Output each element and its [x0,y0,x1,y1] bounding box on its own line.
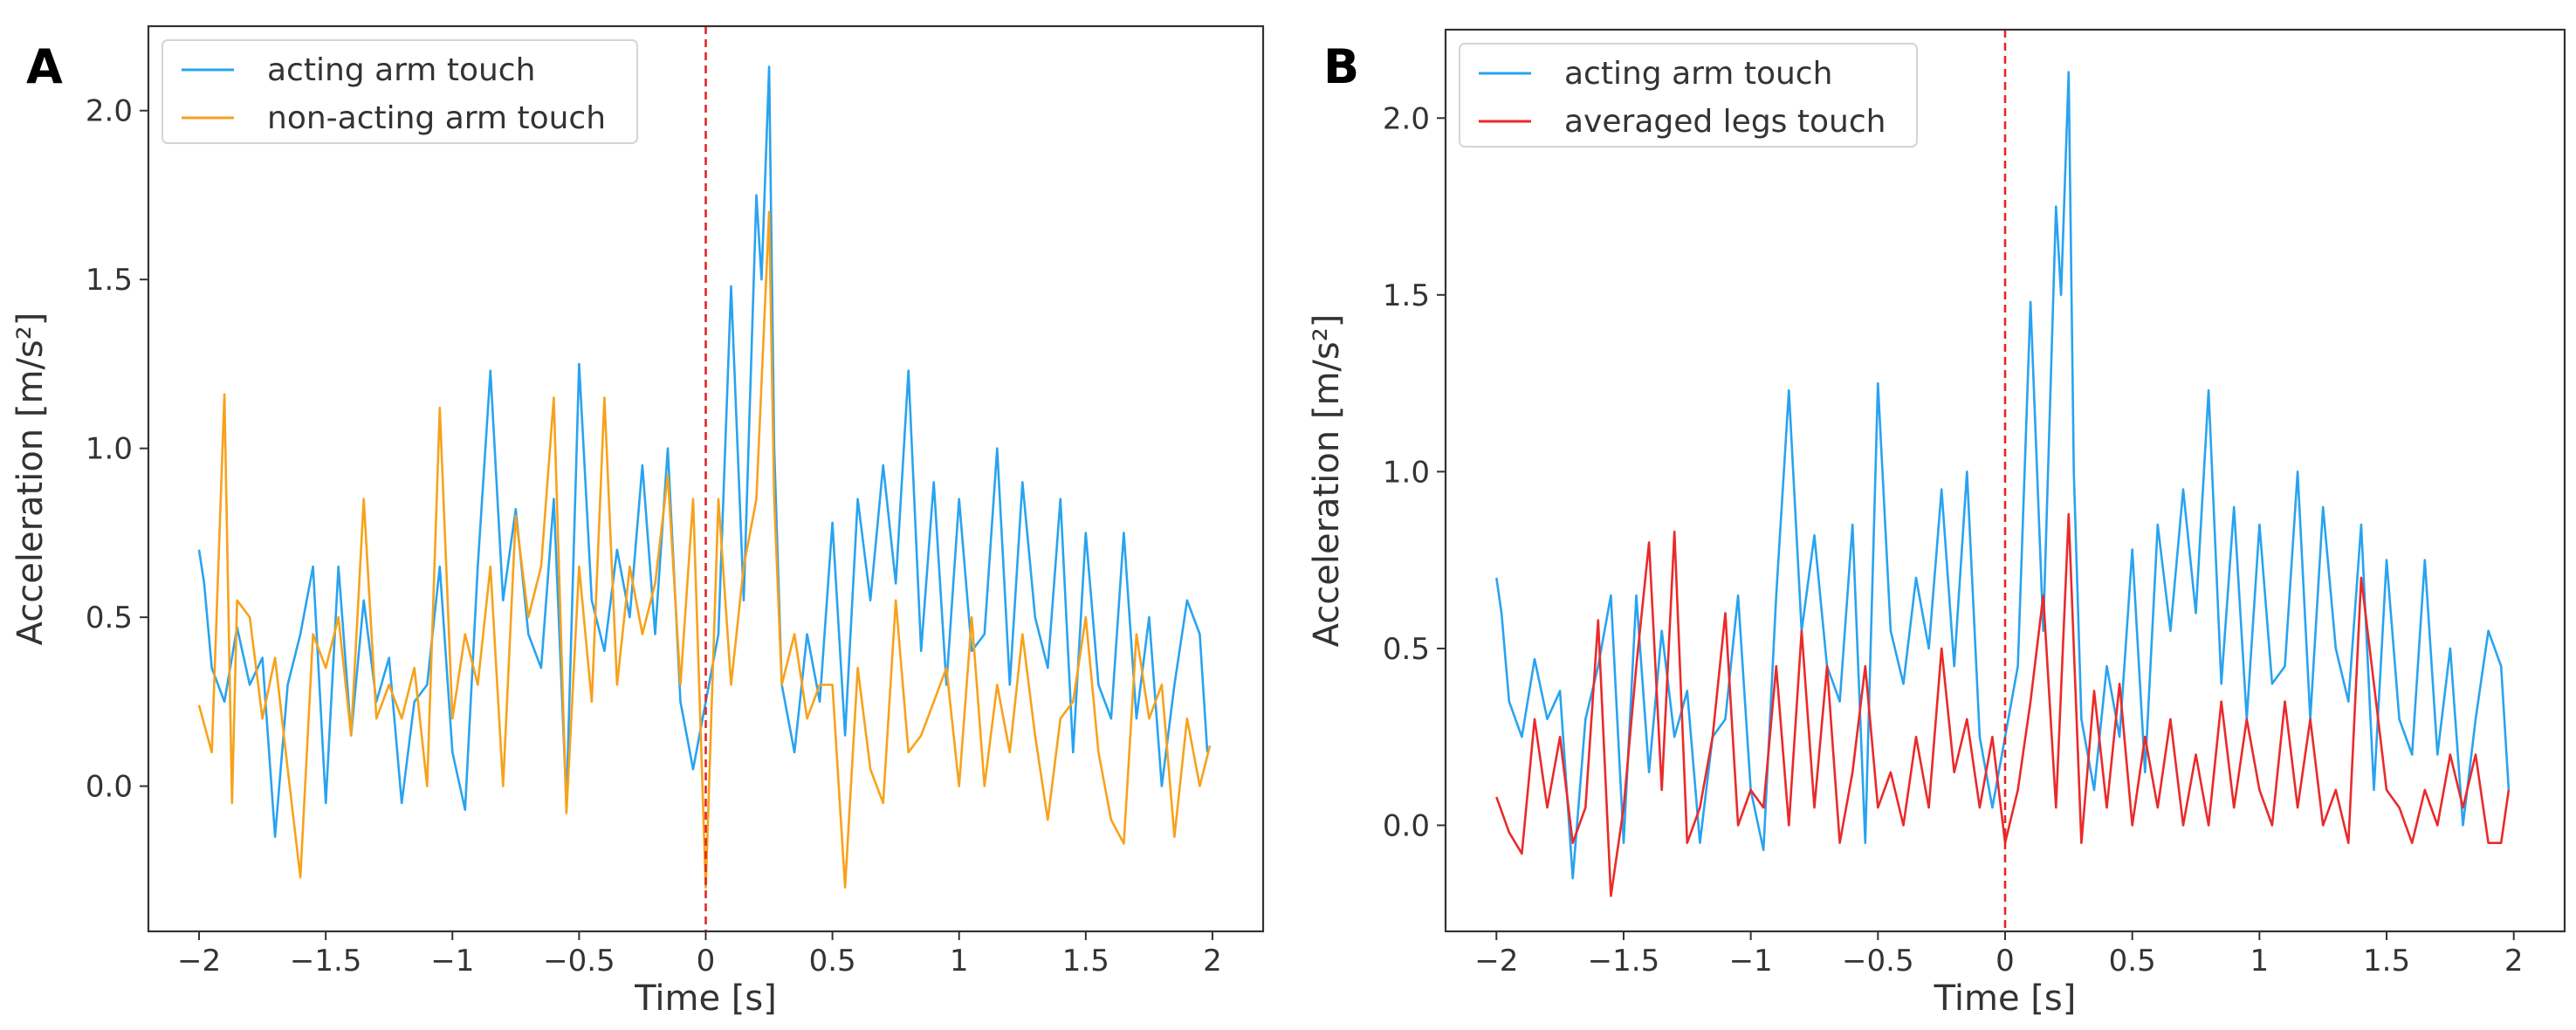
legend-box [161,39,638,144]
x-axis-label: Time [s] [1934,978,2077,1019]
x-tick-label: −1 [430,944,474,978]
x-tick-label: 2 [1203,944,1222,978]
legend-box [1459,43,1918,148]
y-tick-label: 1.0 [1383,455,1430,490]
y-tick-label: 1.5 [86,263,133,298]
y-tick-label: 0.5 [86,601,133,635]
x-tick-label: −0.5 [1842,944,1914,978]
x-tick-label: −1.5 [1588,944,1660,978]
x-tick-label: 1 [2250,944,2270,978]
x-tick-label: 0.5 [2109,944,2156,978]
y-axis-label: Acceleration [m/s²] [1307,314,1347,648]
panel-a: A −2 −1.5 −1 −0.5 0 0.5 1 1.5 2 0.0 0.5 1.0 1.5 2.0 Tim… [10,24,1265,1019]
series-line-acting-arm-touch [1495,71,2511,880]
panel-letter-b: B [1323,39,1359,94]
x-axis-label: Time [s] [634,978,777,1019]
x-tick-label: −2 [177,944,221,978]
legend-label: acting arm touch [1564,56,1832,92]
x-tick-label: −1.5 [290,944,362,978]
series-line-non-acting-arm-touch [197,210,1212,889]
y-tick-label: 0.0 [86,770,133,805]
x-tick-label: 0 [697,944,716,978]
y-tick-label: 2.0 [86,94,133,129]
x-tick-label: −1 [1729,944,1773,978]
x-tick-label: 2 [2504,944,2524,978]
x-tick-label: 1 [950,944,969,978]
plot-area [197,65,1212,889]
y-tick-label: 1.5 [1383,278,1430,313]
y-axis-label: Acceleration [m/s²] [10,312,51,646]
x-tick-label: −2 [1474,944,1518,978]
legend-label: non-acting arm touch [267,100,606,136]
panel-b: B −2 −1.5 −1 −0.5 0 0.5 1 1.5 2 0.0 0.5 1.0 1.5 2.0 Tim… [1307,28,2566,1019]
x-tick-label: 1.5 [1062,944,1109,978]
legend: acting arm touch averaged legs touch [1459,43,1918,148]
panel-letter-a: A [26,39,63,94]
plot-area [1495,71,2511,897]
y-tick-label: 0.0 [1383,808,1430,843]
x-tick-label: 0.5 [809,944,856,978]
legend-label: acting arm touch [267,52,535,88]
y-tick-label: 2.0 [1383,101,1430,136]
legend-label: averaged legs touch [1564,104,1886,140]
y-tick-label: 1.0 [86,432,133,467]
y-tick-label: 0.5 [1383,632,1430,667]
x-tick-label: 1.5 [2363,944,2410,978]
legend: acting arm touch non-acting arm touch [161,39,638,144]
x-tick-label: 0 [1996,944,2015,978]
x-tick-label: −0.5 [543,944,615,978]
